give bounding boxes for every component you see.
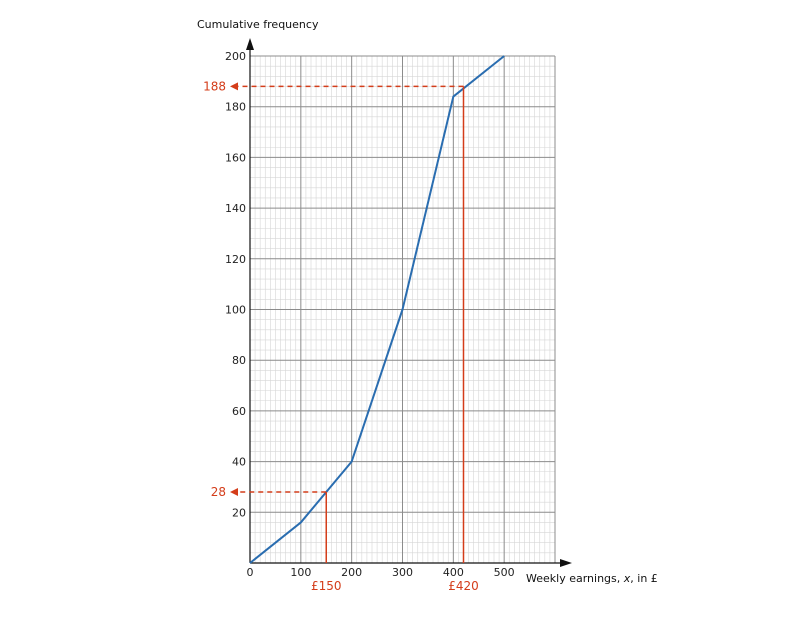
cumulative-frequency-curve <box>249 55 505 564</box>
y-tick-label: 200 <box>225 50 246 63</box>
y-tick-label: 100 <box>225 304 246 317</box>
tick-labels: 0 100 200 300 400 500 20 40 60 80 100 120 140 160 180 2… <box>225 50 515 579</box>
y-tick-label: 140 <box>225 202 246 215</box>
x-tick-label: 400 <box>443 566 464 579</box>
y-tick-label: 60 <box>232 405 246 418</box>
x-axis-title: Weekly earnings, x, in £ <box>526 572 658 585</box>
x-axis-title-suffix: , in £ <box>630 572 658 585</box>
x-tick-label: 0 <box>247 566 254 579</box>
reading-annotations: 28 £150 188 £420 <box>203 79 479 593</box>
y-tick-label: 180 <box>225 101 246 114</box>
axes <box>246 38 572 567</box>
y-tick-label: 40 <box>232 456 246 469</box>
reading-x-value-label: £420 <box>448 579 479 593</box>
y-axis-arrow-icon <box>246 38 254 50</box>
series-line <box>249 55 505 564</box>
y-axis-title: Cumulative frequency <box>197 18 319 31</box>
reading-arrow-icon <box>230 82 238 91</box>
x-axis-title-prefix: Weekly earnings, <box>526 572 624 585</box>
y-tick-label: 160 <box>225 151 246 164</box>
x-tick-label: 500 <box>494 566 515 579</box>
x-tick-label: 100 <box>290 566 311 579</box>
x-axis-arrow-icon <box>560 559 572 567</box>
y-tick-label: 80 <box>232 354 246 367</box>
reading-x-value-label: £150 <box>311 579 342 593</box>
x-tick-label: 300 <box>392 566 413 579</box>
reading-y-value-label: 188 <box>203 79 226 93</box>
y-tick-label: 20 <box>232 506 246 519</box>
x-axis-title-variable: x <box>623 572 631 585</box>
x-tick-label: 200 <box>341 566 362 579</box>
reading-y-value-label: 28 <box>211 485 226 499</box>
y-tick-label: 120 <box>225 253 246 266</box>
reading-arrow-icon <box>230 488 238 497</box>
